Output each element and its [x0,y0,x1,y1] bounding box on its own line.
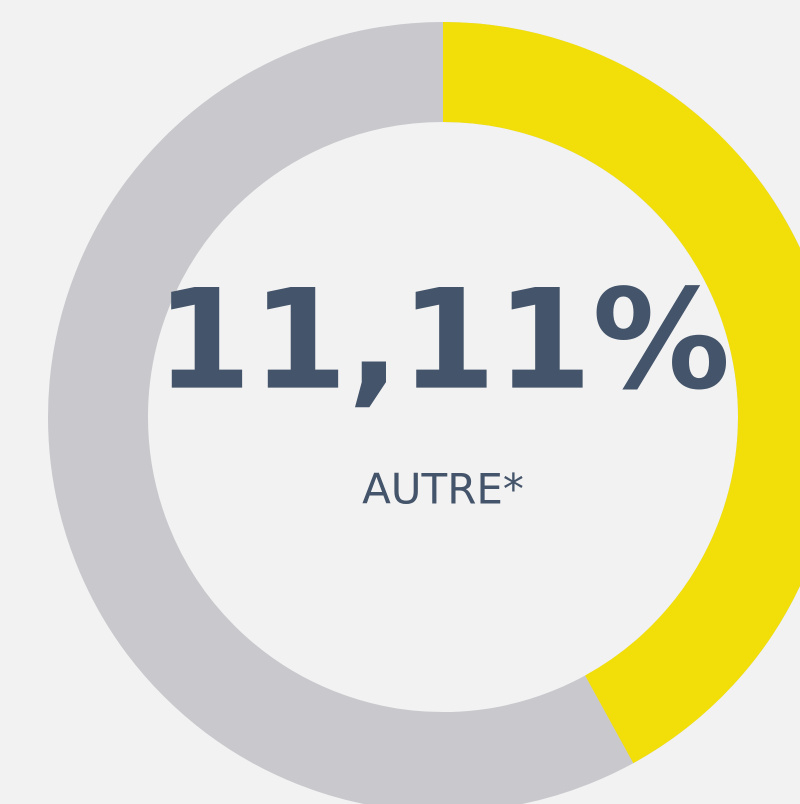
gauge-label: AUTRE* [362,465,524,514]
gauge-value-label: 11,11% [156,260,731,421]
gauge-fill [442,22,800,764]
